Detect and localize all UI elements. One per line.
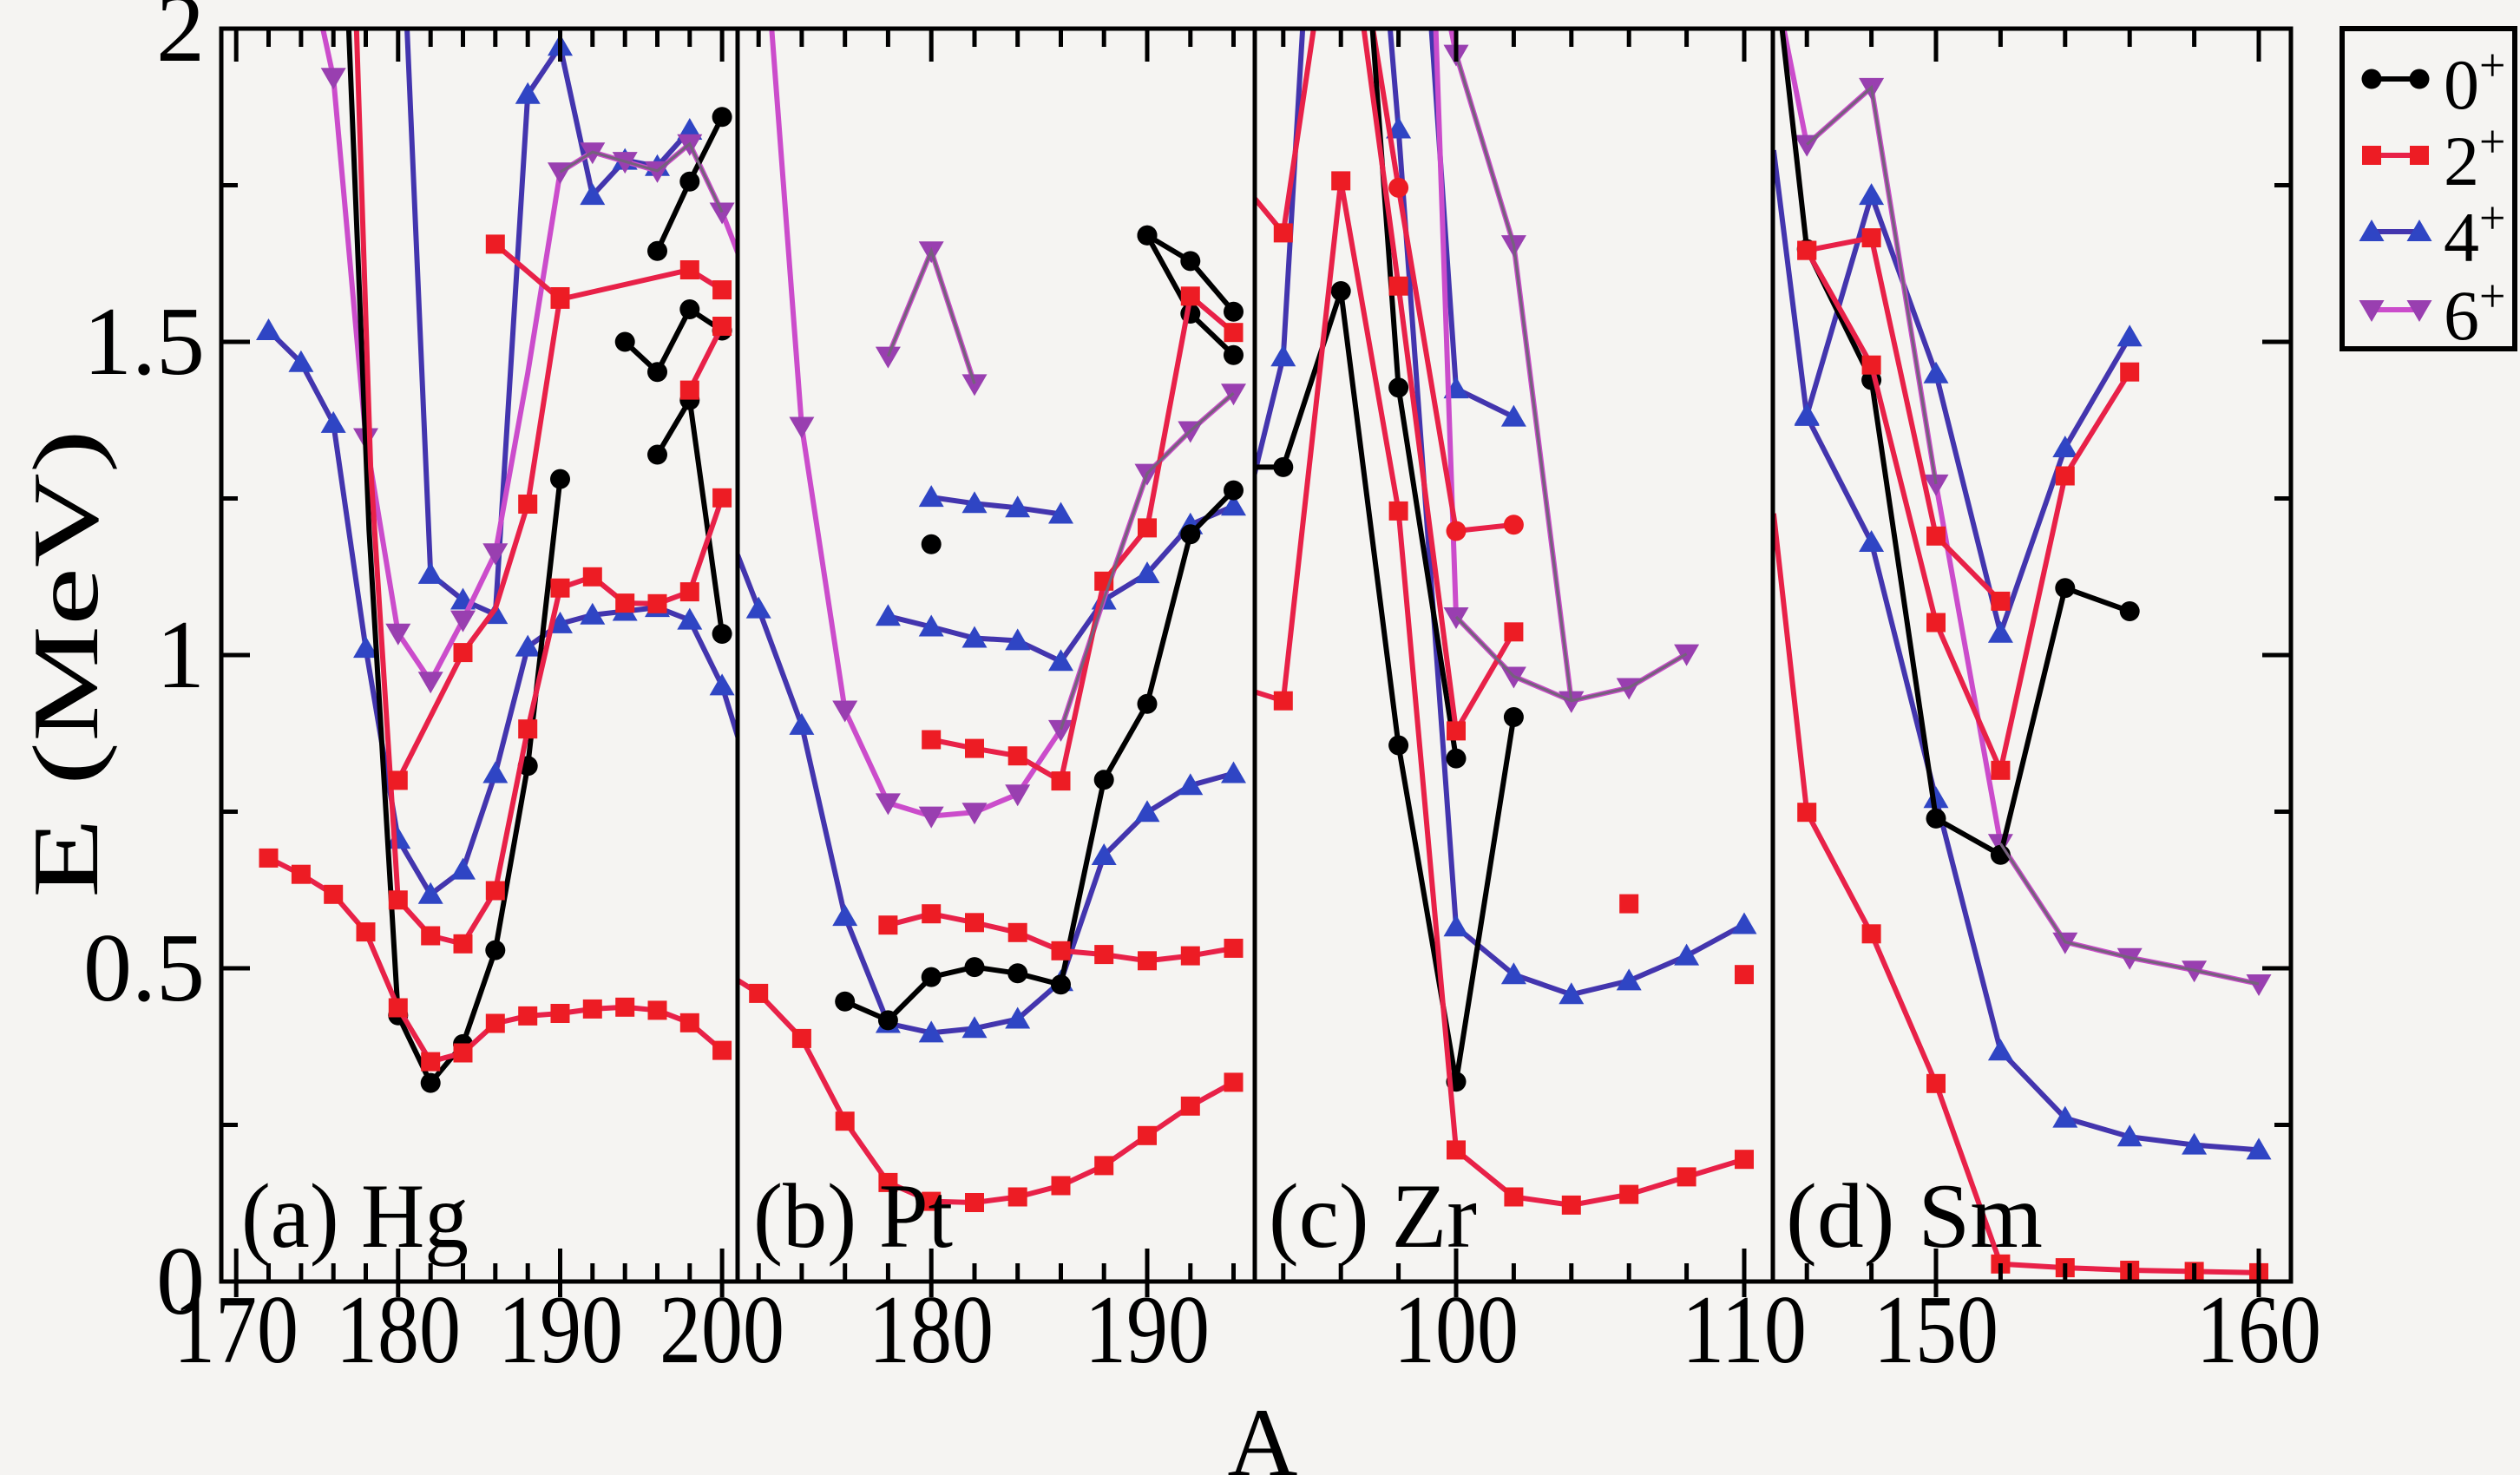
svg-text:(c) Zr: (c) Zr: [1269, 1165, 1477, 1267]
svg-text:2: 2: [156, 0, 205, 82]
svg-text:0+: 0+: [2444, 39, 2505, 124]
svg-text:(b) Pt: (b) Pt: [753, 1165, 953, 1267]
svg-text:0: 0: [156, 1228, 205, 1335]
svg-text:0.5: 0.5: [83, 914, 205, 1022]
svg-text:150: 150: [1874, 1276, 1998, 1384]
svg-text:1: 1: [156, 601, 205, 709]
svg-text:160: 160: [2196, 1276, 2321, 1384]
svg-text:190: 190: [498, 1276, 623, 1384]
svg-text:E (MeV): E (MeV): [15, 429, 118, 898]
svg-text:180: 180: [336, 1276, 461, 1384]
svg-text:180: 180: [869, 1276, 994, 1384]
svg-text:200: 200: [660, 1276, 784, 1384]
svg-text:100: 100: [1394, 1276, 1519, 1384]
svg-text:(d) Sm: (d) Sm: [1786, 1165, 2043, 1267]
svg-text:110: 110: [1682, 1276, 1807, 1384]
svg-text:1.5: 1.5: [83, 288, 205, 396]
svg-text:190: 190: [1085, 1276, 1210, 1384]
svg-text:A: A: [1228, 1389, 1298, 1475]
svg-text:(a) Hg: (a) Hg: [241, 1165, 469, 1267]
svg-text:170: 170: [174, 1276, 299, 1384]
